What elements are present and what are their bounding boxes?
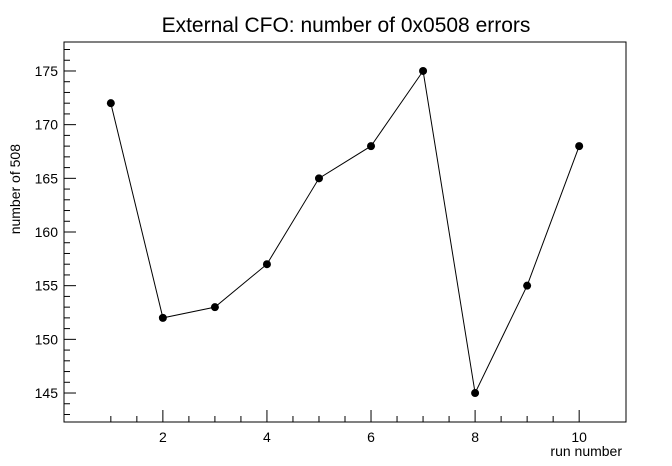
x-tick-label: 2 [159, 429, 167, 445]
y-tick-label: 145 [35, 385, 59, 401]
x-axis-label: run number [550, 443, 622, 459]
data-point [210, 303, 219, 312]
data-point [575, 142, 584, 151]
y-tick-label: 150 [35, 331, 59, 347]
x-tick-label: 8 [471, 429, 479, 445]
data-point [367, 142, 376, 151]
data-point [523, 281, 532, 290]
y-tick-label: 170 [35, 117, 59, 133]
x-tick-label: 4 [263, 429, 271, 445]
y-tick-label: 175 [35, 63, 59, 79]
y-tick-label: 165 [35, 170, 59, 186]
data-point [419, 66, 428, 75]
series-line [110, 69, 580, 395]
data-point [314, 174, 323, 183]
axes: 2 4 6 8 10 145 150 155 160 165 170 175 [35, 41, 627, 445]
data-point [106, 99, 115, 108]
data-point [158, 313, 167, 322]
y-tick-label: 160 [35, 224, 59, 240]
x-tick-label: 10 [571, 429, 587, 445]
chart-title: External CFO: number of 0x0508 errors [162, 14, 531, 37]
series-layer [106, 66, 584, 398]
data-point [262, 260, 271, 269]
x-tick-label: 6 [367, 429, 375, 445]
data-point [471, 389, 480, 398]
y-tick-label: 155 [35, 278, 59, 294]
y-axis-label: number of 508 [7, 144, 23, 234]
